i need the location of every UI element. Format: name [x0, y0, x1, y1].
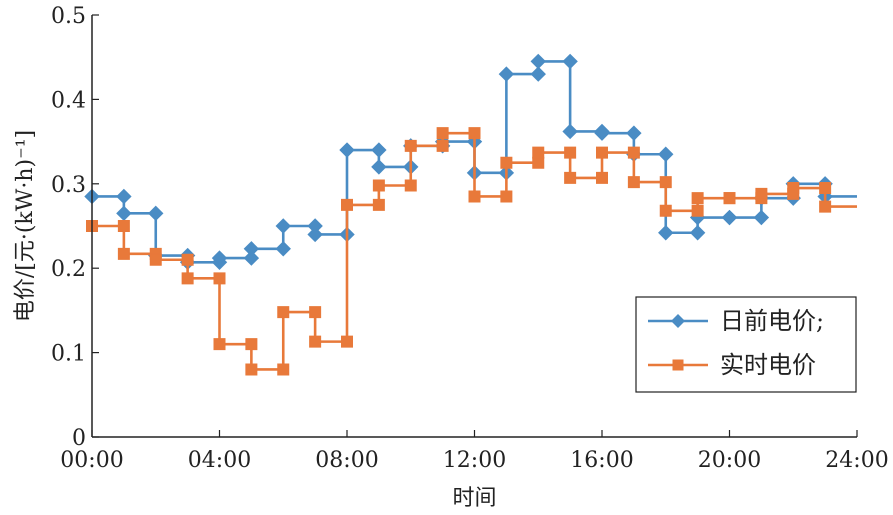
diamond-marker [371, 142, 387, 158]
square-marker [213, 338, 226, 351]
diamond-marker [594, 125, 610, 141]
square-marker [659, 204, 672, 217]
x-tick-label: 00:00 [60, 448, 123, 473]
diamond-marker [658, 146, 674, 162]
legend-diamond-marker [671, 314, 685, 328]
square-marker [404, 179, 417, 192]
y-tick-label: 0.3 [51, 173, 86, 198]
square-marker [372, 179, 385, 192]
legend-box [635, 296, 857, 393]
diamond-marker [307, 226, 323, 243]
square-marker [117, 220, 130, 232]
square-marker [596, 171, 608, 184]
diamond-marker [116, 188, 132, 205]
square-marker [627, 176, 640, 189]
square-marker [819, 182, 832, 195]
square-marker [627, 146, 640, 159]
square-marker [149, 253, 162, 266]
square-marker [819, 200, 832, 213]
legend-label-real-time: 实时电价 [720, 351, 816, 379]
square-marker [659, 176, 672, 189]
square-marker [436, 127, 449, 140]
diamond-marker [275, 241, 291, 257]
square-marker [532, 146, 545, 159]
diamond-marker [211, 250, 228, 266]
diamond-marker [498, 66, 515, 82]
x-tick-label: 16:00 [570, 448, 633, 473]
square-marker [723, 192, 736, 205]
x-tick-label: 08:00 [315, 448, 378, 473]
square-marker [691, 192, 704, 205]
square-marker [213, 272, 226, 285]
legend: 日前电价; 实时电价 [635, 296, 857, 393]
x-tick-label: 04:00 [188, 448, 251, 473]
diamond-marker [753, 209, 770, 226]
diamond-marker [530, 53, 546, 70]
diamond-marker [562, 123, 578, 140]
square-marker [181, 272, 194, 285]
square-marker [245, 363, 258, 376]
x-tick-label: 24:00 [825, 448, 888, 473]
legend-label-day-ahead: 日前电价; [720, 307, 824, 335]
y-tick-label: 0.4 [51, 88, 86, 113]
diamond-marker [658, 225, 674, 241]
square-marker [309, 306, 322, 319]
square-marker [755, 187, 768, 200]
square-marker [564, 171, 577, 184]
square-marker [341, 335, 353, 348]
legend-entry-real-time: 实时电价 [648, 351, 816, 379]
legend-entry-day-ahead: 日前电价; [648, 307, 824, 335]
diamond-marker [116, 205, 132, 222]
x-tick-label: 12:00 [443, 448, 506, 473]
diamond-marker [148, 205, 164, 222]
square-marker [341, 198, 353, 211]
diamond-marker [339, 142, 355, 158]
y-tick-label: 0.1 [51, 342, 86, 367]
square-marker [468, 190, 481, 203]
x-tick-label: 20:00 [698, 448, 761, 473]
square-marker [245, 338, 258, 351]
diamond-marker [243, 250, 260, 266]
square-marker [404, 139, 417, 152]
diamond-marker [371, 159, 387, 175]
diamond-marker [243, 241, 260, 257]
square-marker [564, 146, 577, 159]
y-tick-label: 0.5 [51, 4, 86, 29]
square-marker [500, 156, 513, 169]
square-marker [277, 306, 290, 319]
square-marker [532, 156, 545, 169]
square-marker [468, 127, 481, 140]
legend-square-marker [672, 359, 684, 371]
square-marker [500, 190, 513, 203]
square-marker [436, 139, 449, 152]
x-axis-title: 时间 [452, 486, 496, 511]
diamond-marker [275, 218, 291, 234]
y-axis-title: 电价/[元·(kW·h)⁻¹] [13, 130, 38, 322]
y-tick-label: 0.2 [51, 257, 86, 282]
series-layer [84, 53, 857, 376]
diamond-marker [721, 209, 738, 226]
square-marker [372, 198, 385, 211]
tick-layer: 00:00 04:00 08:00 12:00 16:00 20:00 24:00 0 0.1 0… [51, 4, 889, 473]
diamond-marker [530, 66, 546, 82]
square-marker [596, 146, 608, 159]
square-marker [117, 247, 130, 260]
diamond-marker [689, 225, 706, 241]
square-marker [691, 204, 704, 217]
square-marker [787, 182, 800, 195]
square-marker [181, 253, 194, 266]
y-tick-label: 0 [72, 426, 86, 451]
square-marker [309, 335, 322, 348]
square-marker [277, 363, 290, 376]
diamond-marker [626, 125, 642, 141]
diamond-marker [562, 53, 578, 70]
